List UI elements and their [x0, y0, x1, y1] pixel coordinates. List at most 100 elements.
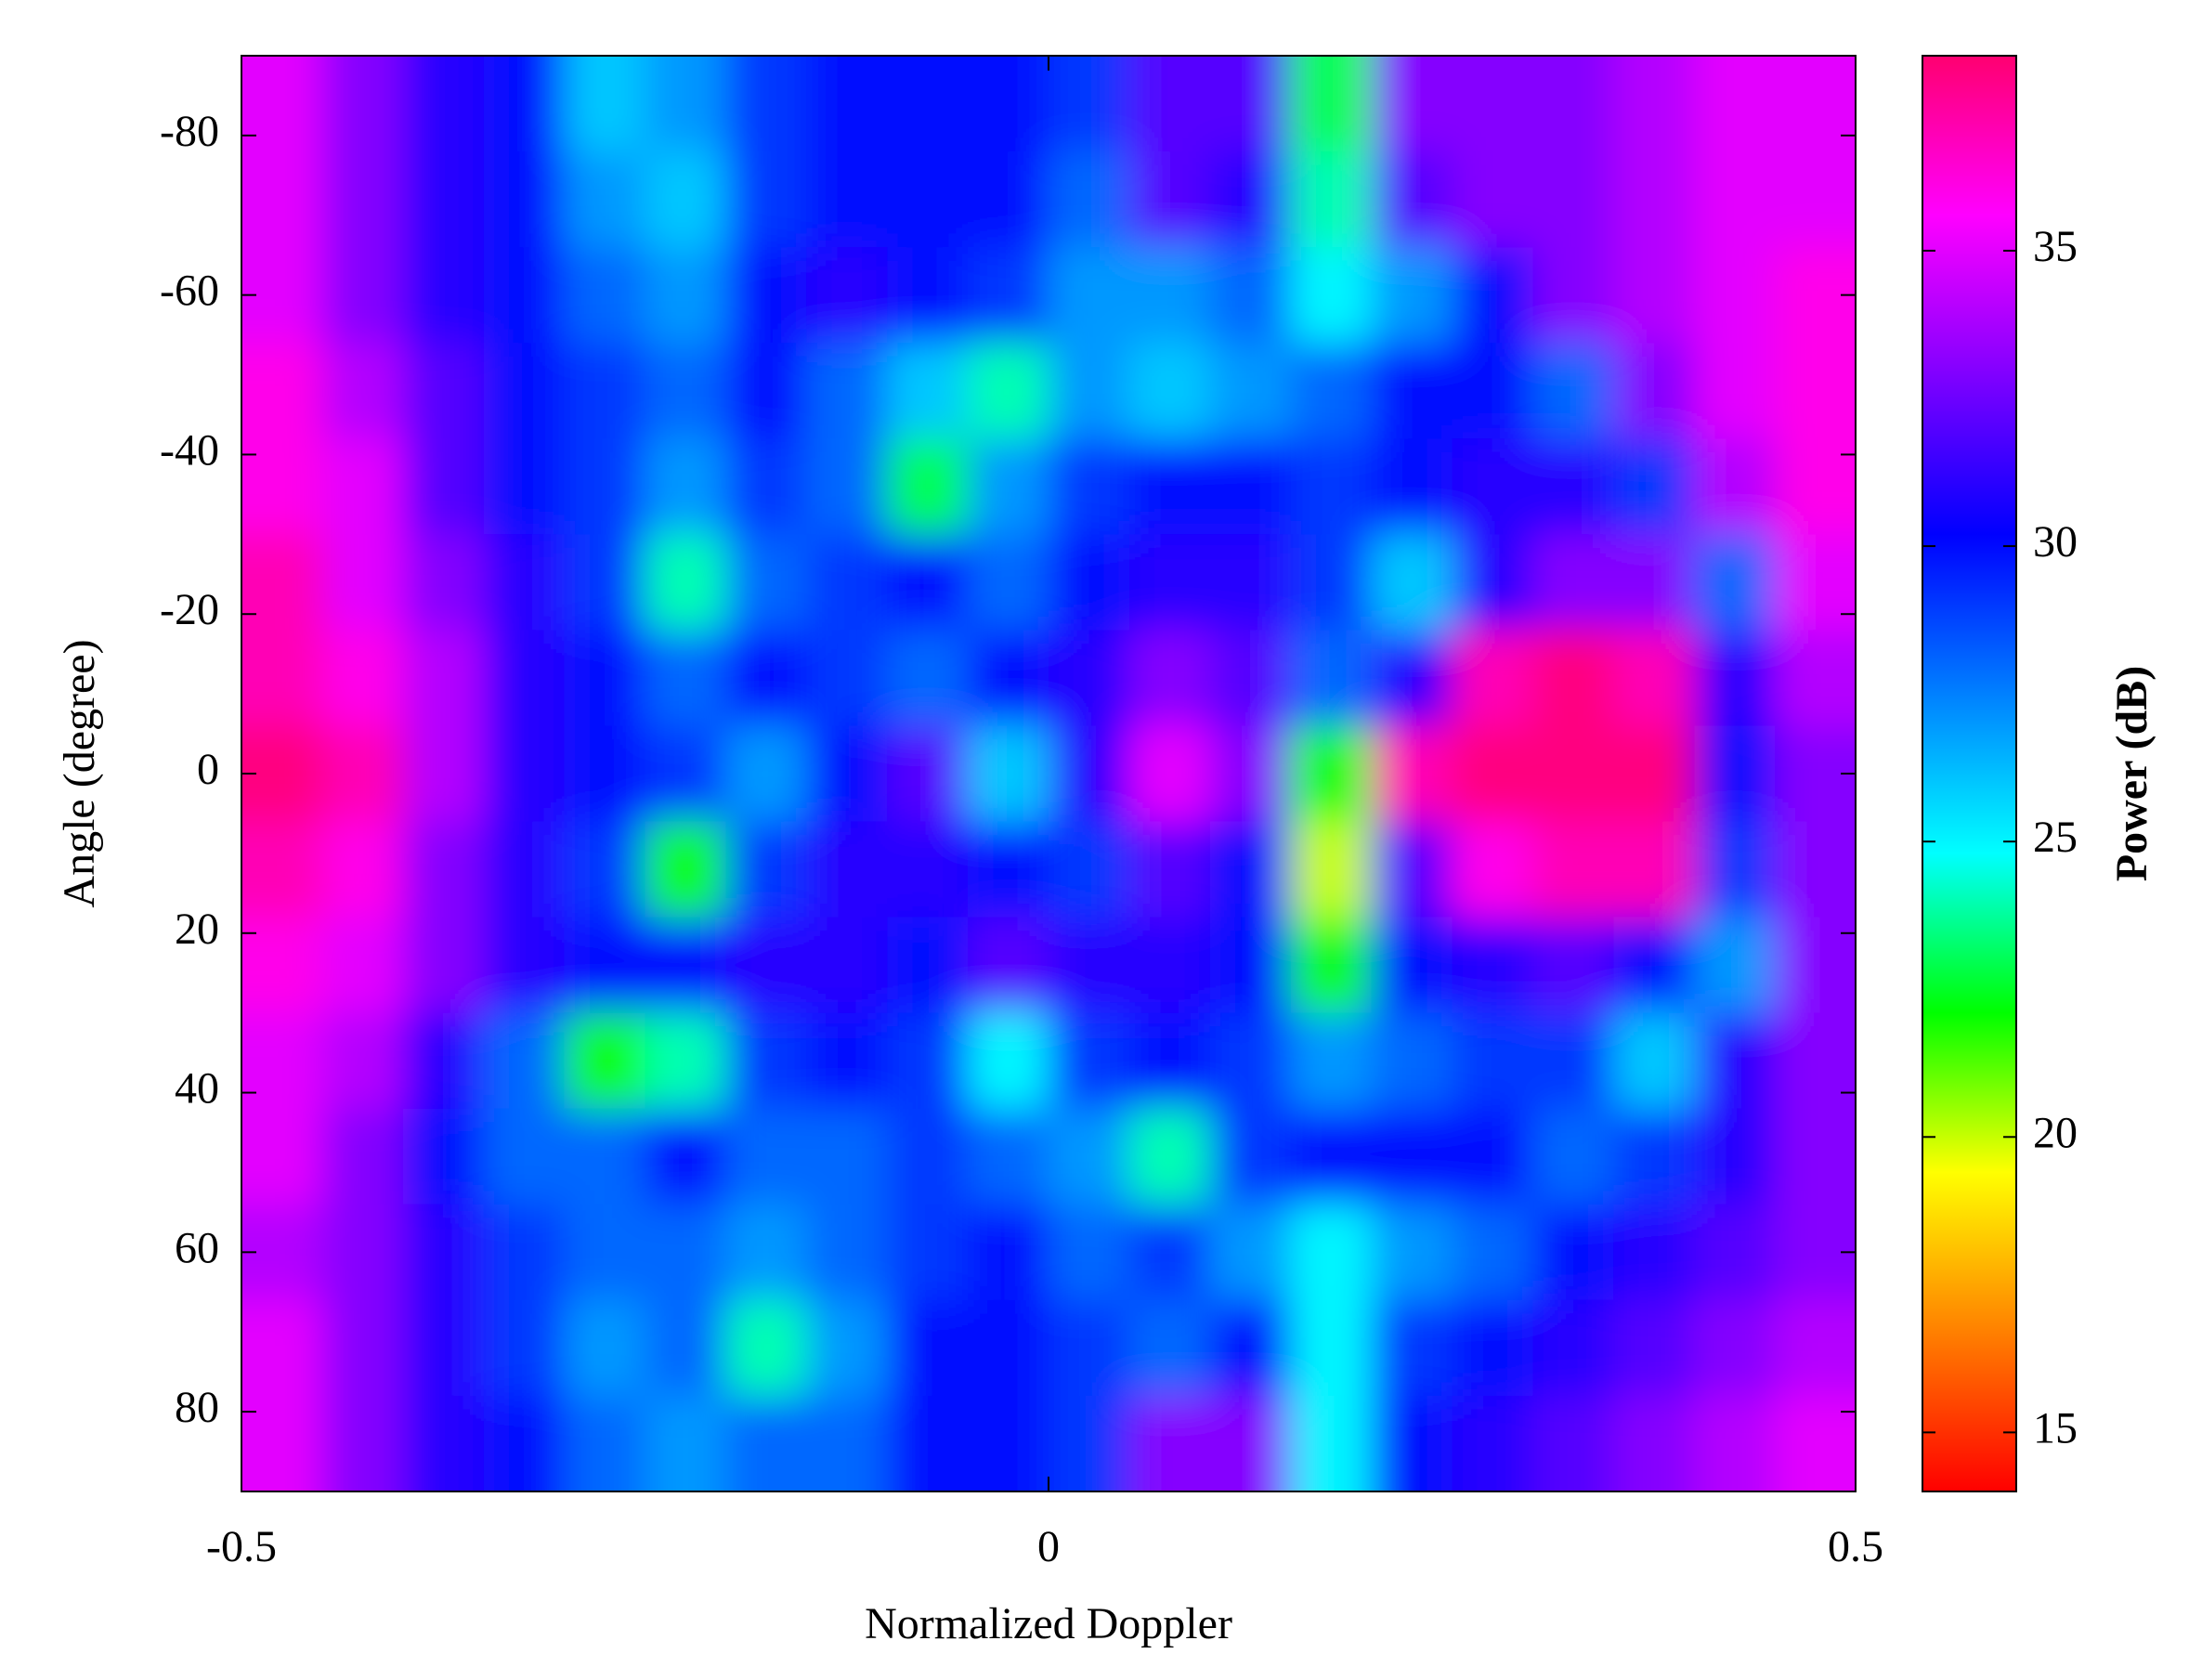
heat-cell [402, 917, 485, 1014]
heat-cell [645, 1204, 726, 1301]
heat-cell [1694, 725, 1776, 823]
heat-cell [241, 630, 323, 726]
heat-cell [1532, 438, 1614, 535]
heat-cell [1371, 1395, 1453, 1491]
heat-cell [564, 438, 645, 535]
heat-cell [1128, 1395, 1211, 1491]
heat-cell [1452, 343, 1533, 439]
heat-cell [402, 821, 485, 918]
heat-cell [483, 821, 566, 918]
y-tick-label: 20 [175, 905, 219, 954]
heat-cell [1371, 438, 1453, 535]
heat-cell [887, 151, 969, 248]
heat-cell [1613, 725, 1695, 823]
heat-cell [1290, 630, 1373, 726]
heat-cell [1613, 1299, 1695, 1397]
colorbar-tick-label: 15 [2033, 1403, 2078, 1452]
y-tick-label: 0 [197, 745, 219, 794]
heat-cell [1128, 534, 1211, 631]
heat-cell [483, 151, 566, 248]
heat-cell [645, 821, 726, 918]
heat-cell [483, 1108, 566, 1205]
heat-cell [564, 1299, 645, 1397]
heat-cell [1775, 917, 1856, 1014]
heat-cell [1049, 534, 1130, 631]
heat-cell [645, 1299, 726, 1397]
heat-cell [645, 917, 726, 1014]
colorbar-label: Power (dB) [2107, 666, 2156, 881]
heat-cell [1694, 1204, 1776, 1301]
heat-cell [321, 151, 404, 248]
heat-cell [1775, 56, 1856, 152]
heat-cell [968, 917, 1049, 1014]
heat-cell [1128, 821, 1211, 918]
heat-cell [1049, 343, 1130, 439]
heat-cell [645, 534, 726, 631]
heat-cell [725, 1012, 807, 1110]
heat-cell [321, 630, 404, 726]
heat-cell [645, 725, 726, 823]
heat-cell [968, 438, 1049, 535]
heat-cell [1290, 438, 1373, 535]
heat-cell [321, 1299, 404, 1397]
heat-cell [402, 534, 485, 631]
heat-cell [564, 725, 645, 823]
heat-cell [1049, 1395, 1130, 1491]
heat-cell [1209, 725, 1292, 823]
heat-cell [564, 1012, 645, 1110]
heat-cell [645, 1012, 726, 1110]
heat-cell [241, 151, 323, 248]
heat-cell [1209, 438, 1292, 535]
heat-cell [887, 1299, 969, 1397]
heat-cell [1290, 1108, 1373, 1205]
heat-cell [1290, 151, 1373, 248]
heat-cell [483, 534, 566, 631]
heat-cell [887, 438, 969, 535]
heat-cell [1209, 534, 1292, 631]
x-tick-label: 0.5 [1828, 1522, 1883, 1571]
heat-cell [1532, 247, 1614, 344]
heat-cell [968, 1012, 1049, 1110]
heat-cell [1694, 343, 1776, 439]
heat-cell [1532, 534, 1614, 631]
heat-cell [645, 343, 726, 439]
heat-cell [1371, 821, 1453, 918]
heat-cell [1532, 1204, 1614, 1301]
heat-cell [564, 917, 645, 1014]
colorbar-tick-label: 20 [2033, 1108, 2078, 1157]
y-tick-label: -40 [160, 425, 219, 475]
heat-cell [1049, 1299, 1130, 1397]
heat-cell [483, 725, 566, 823]
heat-cell [402, 343, 485, 439]
heat-cell [1694, 1395, 1776, 1491]
heat-cell [1532, 151, 1614, 248]
heat-cell [1452, 725, 1533, 823]
heat-cell [1371, 56, 1453, 152]
heat-cell [1128, 247, 1211, 344]
heat-cell [483, 438, 566, 535]
heat-cell [1775, 821, 1856, 918]
heat-cell [887, 821, 969, 918]
heat-cell [725, 630, 807, 726]
heat-cell [1532, 1395, 1614, 1491]
heat-cell [321, 56, 404, 152]
heat-cell [806, 917, 888, 1014]
heat-cell [1290, 56, 1373, 152]
heat-cell [1532, 343, 1614, 439]
heat-cell [1209, 630, 1292, 726]
colorbar-tick-label: 30 [2033, 517, 2078, 567]
heat-cell [1532, 821, 1614, 918]
heat-cell [1775, 630, 1856, 726]
heat-cell [1694, 1108, 1776, 1205]
heat-cell [321, 1395, 404, 1491]
heat-cell [1613, 821, 1695, 918]
heat-cell [1371, 151, 1453, 248]
heat-cell [402, 151, 485, 248]
heat-cell [1209, 1299, 1292, 1397]
heat-cell [968, 247, 1049, 344]
heat-cell [564, 343, 645, 439]
heat-cell [1371, 1108, 1453, 1205]
heat-cell [1694, 1012, 1776, 1110]
heat-cell [321, 917, 404, 1014]
heat-cell [1694, 821, 1776, 918]
